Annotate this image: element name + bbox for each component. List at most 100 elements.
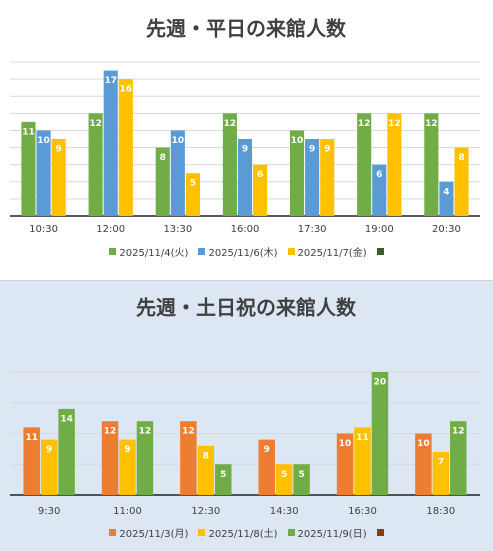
data-label: 9: [309, 145, 315, 155]
chart: 先週・平日の来館人数10:301110912:0012171613:308105…: [10, 17, 480, 235]
data-label: 12: [139, 427, 152, 437]
bar: [118, 79, 133, 216]
x-tick-label: 17:30: [298, 224, 327, 235]
bar: [439, 181, 454, 216]
legend-item: 2025/11/9(日): [287, 525, 367, 540]
bar: [40, 439, 58, 495]
legend: 2025/11/4(火) 2025/11/6(木) 2025/11/7(金): [0, 244, 493, 259]
legend-item: 2025/11/7(金): [287, 244, 367, 259]
bar: [136, 421, 154, 495]
data-label: 9: [46, 445, 52, 455]
data-label: 12: [388, 119, 401, 129]
data-label: 5: [281, 470, 287, 480]
bar: [180, 421, 197, 495]
data-label: 5: [298, 470, 304, 480]
data-label: 12: [182, 427, 195, 437]
legend-label: 2025/11/9(日): [297, 529, 367, 540]
data-label: 14: [60, 414, 73, 424]
chart: 先週・土日祝の来館人数 9:30 11 9 14 11:00 12 9 12 12:30 12 8 5 1…: [10, 296, 480, 517]
data-label: 9: [264, 445, 270, 455]
bar: [454, 147, 469, 216]
legend-item: 2025/11/6(木): [198, 244, 278, 259]
x-tick-label: 16:00: [231, 224, 260, 235]
bar: [222, 113, 237, 216]
bar: [357, 113, 372, 216]
chart-title: 先週・平日の来館人数: [146, 17, 347, 41]
legend-swatch: [109, 248, 117, 255]
bar: [320, 139, 335, 216]
data-label: 12: [425, 119, 438, 129]
bar: [51, 139, 66, 216]
legend-extra-swatch: [376, 529, 384, 536]
data-label: 9: [324, 145, 330, 155]
bar: [372, 164, 387, 216]
bar: [371, 372, 389, 495]
legend-item: 2025/11/4(火): [109, 244, 188, 259]
bar: [253, 164, 268, 216]
legend-swatch: [198, 248, 206, 255]
data-label: 11: [25, 433, 38, 443]
data-label: 10: [172, 136, 185, 146]
bar: [275, 464, 293, 495]
x-tick-label: 11:00: [113, 506, 142, 517]
data-label: 9: [56, 145, 62, 155]
legend-swatch: [198, 529, 206, 536]
data-label: 12: [89, 119, 102, 129]
data-label: 6: [257, 170, 263, 180]
bar: [450, 421, 467, 495]
data-label: 17: [104, 76, 117, 86]
data-label: 10: [417, 439, 430, 449]
legend-swatch: [109, 529, 117, 536]
x-tick-label: 10:30: [29, 224, 58, 235]
data-label: 7: [438, 457, 444, 467]
data-label: 4: [443, 187, 449, 197]
data-label: 8: [458, 153, 464, 163]
data-label: 11: [356, 433, 369, 443]
legend-label: 2025/11/8(土): [208, 529, 278, 540]
x-tick-label: 16:30: [348, 506, 377, 517]
bar: [424, 113, 439, 216]
bar: [21, 121, 36, 216]
data-label: 9: [242, 145, 248, 155]
x-tick-label: 9:30: [38, 506, 60, 517]
x-tick-label: 13:30: [163, 224, 192, 235]
data-label: 10: [339, 439, 352, 449]
bar: [293, 464, 310, 495]
bar: [155, 147, 170, 216]
bar: [185, 173, 201, 216]
data-label: 20: [374, 378, 387, 388]
chart-panel: 先週・土日祝の来館人数 9:30 11 9 14 11:00 12 9 12 12:30 12 8 5 1…: [0, 280, 493, 551]
legend-swatch: [287, 529, 295, 536]
legend: 2025/11/3(月) 2025/11/8(土) 2025/11/9(日): [0, 525, 493, 540]
bar: [237, 139, 253, 216]
legend-extra-swatch: [376, 248, 384, 255]
legend-item: 2025/11/3(月): [109, 525, 188, 540]
bar: [336, 433, 354, 495]
data-label: 8: [203, 451, 209, 461]
data-label: 12: [224, 119, 237, 129]
x-tick-label: 18:30: [426, 506, 455, 517]
bar: [432, 451, 450, 495]
data-label: 9: [124, 445, 130, 455]
legend-label: 2025/11/6(木): [208, 248, 278, 259]
bar: [387, 113, 402, 216]
data-label: 5: [190, 179, 196, 189]
x-tick-label: 20:30: [432, 224, 461, 235]
bar: [103, 70, 118, 216]
bar: [88, 113, 103, 216]
bar: [305, 139, 320, 216]
x-tick-label: 12:30: [191, 506, 220, 517]
bar: [23, 427, 40, 495]
bar: [119, 439, 136, 495]
bar: [415, 433, 432, 495]
bar: [58, 408, 75, 495]
bar: [258, 439, 275, 495]
legend-label: 2025/11/7(金): [297, 248, 367, 259]
legend-label: 2025/11/4(火): [119, 248, 189, 259]
bar: [289, 130, 305, 216]
bar: [215, 464, 232, 495]
chart-panel: 先週・平日の来館人数 10:30 11 10 9 12:00 12 17 16 13:30 8 10 5…: [0, 0, 493, 272]
data-label: 8: [160, 153, 166, 163]
data-label: 5: [220, 470, 226, 480]
